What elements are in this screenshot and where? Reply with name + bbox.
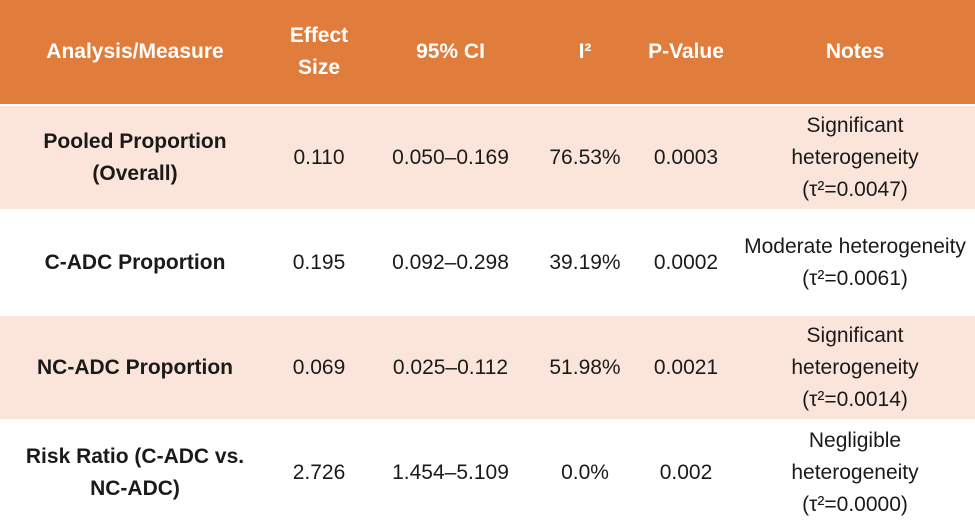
header-cell: 95% CI — [368, 0, 533, 105]
header-cell: Notes — [735, 0, 975, 105]
table-cell: 51.98% — [533, 314, 637, 420]
table-cell: Moderate heterogeneity (τ²=0.0061) — [735, 209, 975, 315]
table-cell: 0.195 — [270, 209, 368, 315]
table-cell: 0.069 — [270, 314, 368, 420]
table-header: Analysis/Measure Effect Size 95% CI I² P-Val… — [0, 0, 975, 105]
table-cell: 0.050–0.169 — [368, 104, 533, 210]
table-row: Risk Ratio (C-ADC vs. NC-ADC) 2.726 1.454–… — [0, 419, 975, 524]
table-cell: Negligible heterogeneity (τ²=0.0000) — [735, 419, 975, 524]
header-cell: P-Value — [637, 0, 735, 105]
table-cell: Significant heterogeneity (τ²=0.0014) — [735, 314, 975, 420]
table-cell: 76.53% — [533, 104, 637, 210]
table-cell: 0.0021 — [637, 314, 735, 420]
table-cell: 0.0003 — [637, 104, 735, 210]
table-cell: 0.092–0.298 — [368, 209, 533, 315]
table-cell: 2.726 — [270, 419, 368, 524]
table-cell: 39.19% — [533, 209, 637, 315]
table-cell: 0.0002 — [637, 209, 735, 315]
table-row: Pooled Proportion (Overall) 0.110 0.050–0.… — [0, 104, 975, 210]
header-cell: I² — [533, 0, 637, 105]
row-label: Pooled Proportion (Overall) — [0, 104, 270, 210]
table-cell: 0.025–0.112 — [368, 314, 533, 420]
header-cell: Effect Size — [270, 0, 368, 105]
row-label: C-ADC Proportion — [0, 209, 270, 315]
table-cell: 0.110 — [270, 104, 368, 210]
table-cell: 0.0% — [533, 419, 637, 524]
table-cell: 0.002 — [637, 419, 735, 524]
table-cell: Significant heterogeneity (τ²=0.0047) — [735, 104, 975, 210]
row-label: Risk Ratio (C-ADC vs. NC-ADC) — [0, 419, 270, 524]
table-row: NC-ADC Proportion 0.069 0.025–0.112 51.98% 0… — [0, 314, 975, 420]
table-cell: 1.454–5.109 — [368, 419, 533, 524]
row-label: NC-ADC Proportion — [0, 314, 270, 420]
table-body: Pooled Proportion (Overall) 0.110 0.050–0.… — [0, 104, 975, 524]
table-row: C-ADC Proportion 0.195 0.092–0.298 39.19% 0.… — [0, 209, 975, 315]
header-cell: Analysis/Measure — [0, 0, 270, 105]
header-row: Analysis/Measure Effect Size 95% CI I² P-Val… — [0, 0, 975, 105]
